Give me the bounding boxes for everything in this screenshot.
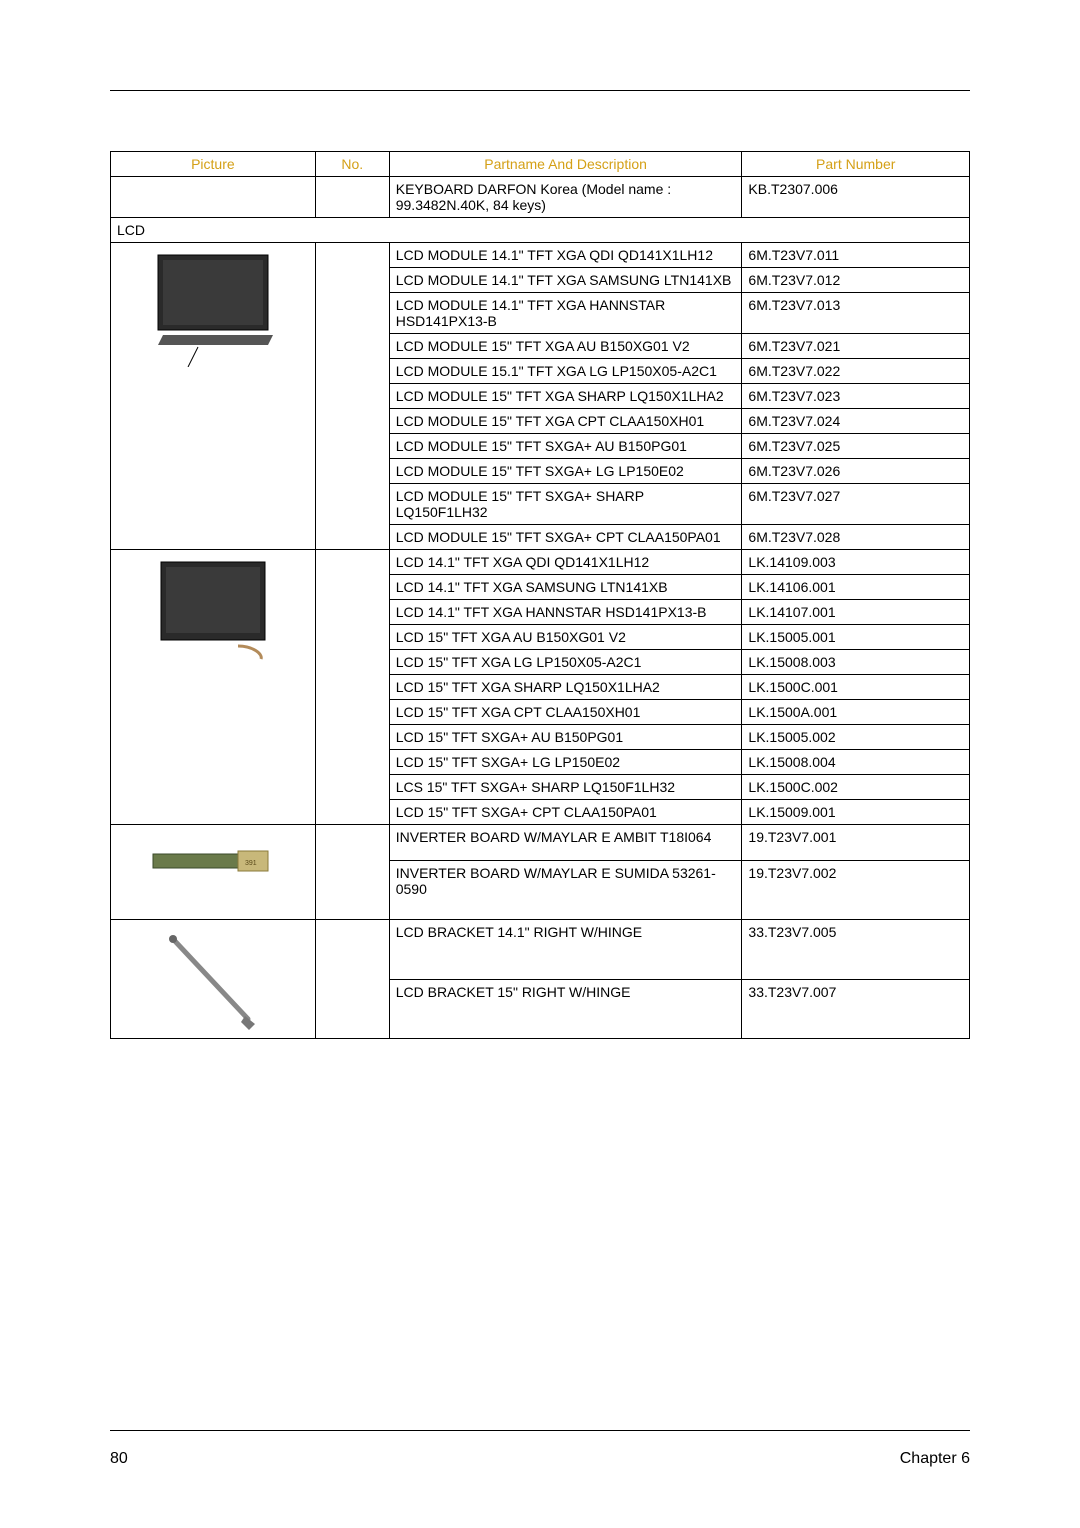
cell-picture bbox=[111, 550, 316, 825]
cell-desc: LCD BRACKET 14.1" RIGHT W/HINGE bbox=[389, 920, 742, 980]
cell-pn: 6M.T23V7.012 bbox=[742, 268, 970, 293]
cell-pn: LK.14109.003 bbox=[742, 550, 970, 575]
cell-picture bbox=[111, 920, 316, 1039]
cell-pn: 6M.T23V7.024 bbox=[742, 409, 970, 434]
cell-desc: LCS 15" TFT SXGA+ SHARP LQ150F1LH32 bbox=[389, 775, 742, 800]
cell-desc: LCD MODULE 15" TFT SXGA+ CPT CLAA150PA01 bbox=[389, 525, 742, 550]
cell-pn: 6M.T23V7.011 bbox=[742, 243, 970, 268]
cell-pn: LK.15009.001 bbox=[742, 800, 970, 825]
page-number: 80 bbox=[110, 1450, 128, 1468]
table-header-row: Picture No. Partname And Description Par… bbox=[111, 152, 970, 177]
cell-desc: LCD MODULE 15" TFT SXGA+ SHARP LQ150F1LH… bbox=[389, 484, 742, 525]
section-row-lcd: LCD bbox=[111, 218, 970, 243]
table-row: LCD BRACKET 14.1" RIGHT W/HINGE33.T23V7.… bbox=[111, 920, 970, 980]
table-row: LCD 14.1" TFT XGA QDI QD141X1LH12LK.1410… bbox=[111, 550, 970, 575]
cell-pn: 33.T23V7.005 bbox=[742, 920, 970, 980]
cell-pn: 33.T23V7.007 bbox=[742, 979, 970, 1039]
product-image bbox=[117, 924, 309, 1034]
cell-pn: 6M.T23V7.013 bbox=[742, 293, 970, 334]
cell-pn: LK.15008.004 bbox=[742, 750, 970, 775]
cell-desc: LCD 14.1" TFT XGA HANNSTAR HSD141PX13-B bbox=[389, 600, 742, 625]
cell-desc: LCD 14.1" TFT XGA SAMSUNG LTN141XB bbox=[389, 575, 742, 600]
svg-text:391: 391 bbox=[245, 860, 257, 867]
cell-pn: 6M.T23V7.027 bbox=[742, 484, 970, 525]
table-row: 391 INVERTER BOARD W/MAYLAR E AMBIT T18I… bbox=[111, 825, 970, 861]
parts-table: Picture No. Partname And Description Par… bbox=[110, 151, 970, 1039]
header-no: No. bbox=[315, 152, 389, 177]
cell-pn: LK.15005.002 bbox=[742, 725, 970, 750]
cell-pn: 19.T23V7.001 bbox=[742, 825, 970, 861]
cell-desc: LCD 15" TFT SXGA+ CPT CLAA150PA01 bbox=[389, 800, 742, 825]
cell-pn: 6M.T23V7.021 bbox=[742, 334, 970, 359]
table-row: KEYBOARD DARFON Korea (Model name : 99.3… bbox=[111, 177, 970, 218]
cell-no bbox=[315, 550, 389, 825]
cell-pn: KB.T2307.006 bbox=[742, 177, 970, 218]
cell-desc: LCD 15" TFT XGA CPT CLAA150XH01 bbox=[389, 700, 742, 725]
cell-no bbox=[315, 825, 389, 920]
cell-pn: 19.T23V7.002 bbox=[742, 860, 970, 919]
cell-pn: LK.1500C.002 bbox=[742, 775, 970, 800]
cell-pn: 6M.T23V7.022 bbox=[742, 359, 970, 384]
cell-pn: 6M.T23V7.023 bbox=[742, 384, 970, 409]
cell-pn: LK.14106.001 bbox=[742, 575, 970, 600]
page-footer: 80 Chapter 6 bbox=[110, 1450, 970, 1468]
cell-pn: LK.1500C.001 bbox=[742, 675, 970, 700]
cell-desc: KEYBOARD DARFON Korea (Model name : 99.3… bbox=[389, 177, 742, 218]
cell-pn: LK.1500A.001 bbox=[742, 700, 970, 725]
section-label: LCD bbox=[111, 218, 970, 243]
cell-desc: LCD MODULE 15" TFT SXGA+ LG LP150E02 bbox=[389, 459, 742, 484]
product-image bbox=[117, 554, 309, 664]
product-image: 391 bbox=[117, 829, 309, 889]
cell-no bbox=[315, 177, 389, 218]
cell-picture bbox=[111, 243, 316, 550]
cell-desc: LCD MODULE 15.1" TFT XGA LG LP150X05-A2C… bbox=[389, 359, 742, 384]
cell-desc: LCD 14.1" TFT XGA QDI QD141X1LH12 bbox=[389, 550, 742, 575]
cell-pn: LK.14107.001 bbox=[742, 600, 970, 625]
cell-no bbox=[315, 243, 389, 550]
cell-desc: LCD 15" TFT SXGA+ AU B150PG01 bbox=[389, 725, 742, 750]
chapter-label: Chapter 6 bbox=[900, 1450, 970, 1468]
cell-desc: LCD BRACKET 15" RIGHT W/HINGE bbox=[389, 979, 742, 1039]
cell-desc: INVERTER BOARD W/MAYLAR E SUMIDA 53261-0… bbox=[389, 860, 742, 919]
cell-pn: 6M.T23V7.026 bbox=[742, 459, 970, 484]
header-partnumber: Part Number bbox=[742, 152, 970, 177]
cell-desc: LCD MODULE 14.1" TFT XGA HANNSTAR HSD141… bbox=[389, 293, 742, 334]
cell-desc: LCD MODULE 15" TFT XGA AU B150XG01 V2 bbox=[389, 334, 742, 359]
cell-desc: LCD 15" TFT XGA AU B150XG01 V2 bbox=[389, 625, 742, 650]
cell-desc: LCD 15" TFT XGA SHARP LQ150X1LHA2 bbox=[389, 675, 742, 700]
cell-no bbox=[315, 920, 389, 1039]
table-row: LCD MODULE 14.1" TFT XGA QDI QD141X1LH12… bbox=[111, 243, 970, 268]
top-rule bbox=[110, 90, 970, 91]
cell-desc: LCD 15" TFT XGA LG LP150X05-A2C1 bbox=[389, 650, 742, 675]
cell-pn: LK.15008.003 bbox=[742, 650, 970, 675]
header-picture: Picture bbox=[111, 152, 316, 177]
cell-desc: LCD MODULE 15" TFT XGA CPT CLAA150XH01 bbox=[389, 409, 742, 434]
cell-desc: LCD MODULE 14.1" TFT XGA QDI QD141X1LH12 bbox=[389, 243, 742, 268]
header-desc: Partname And Description bbox=[389, 152, 742, 177]
cell-desc: LCD MODULE 15" TFT XGA SHARP LQ150X1LHA2 bbox=[389, 384, 742, 409]
cell-desc: LCD 15" TFT SXGA+ LG LP150E02 bbox=[389, 750, 742, 775]
footer-rule bbox=[110, 1430, 970, 1431]
cell-picture bbox=[111, 177, 316, 218]
cell-pn: 6M.T23V7.025 bbox=[742, 434, 970, 459]
product-image bbox=[117, 247, 309, 367]
cell-pn: LK.15005.001 bbox=[742, 625, 970, 650]
cell-desc: LCD MODULE 14.1" TFT XGA SAMSUNG LTN141X… bbox=[389, 268, 742, 293]
cell-desc: LCD MODULE 15" TFT SXGA+ AU B150PG01 bbox=[389, 434, 742, 459]
cell-picture: 391 bbox=[111, 825, 316, 920]
cell-pn: 6M.T23V7.028 bbox=[742, 525, 970, 550]
page: Picture No. Partname And Description Par… bbox=[0, 0, 1080, 1528]
cell-desc: INVERTER BOARD W/MAYLAR E AMBIT T18I064 bbox=[389, 825, 742, 861]
